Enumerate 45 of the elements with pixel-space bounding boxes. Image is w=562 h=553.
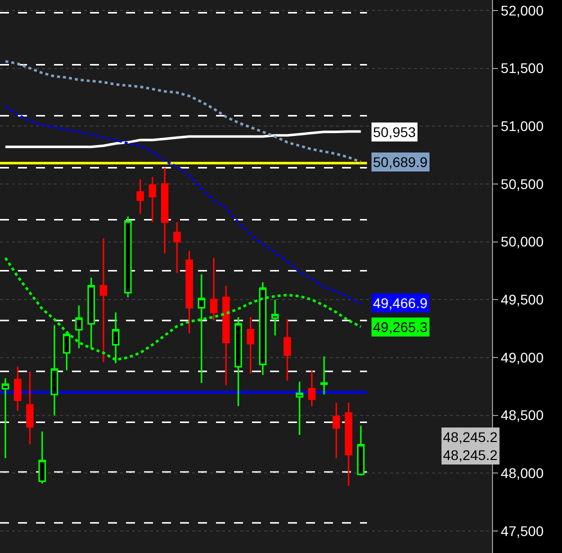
data-label: 50,689.9 xyxy=(373,154,428,170)
candlestick xyxy=(173,221,181,274)
text: 48,245.2 xyxy=(443,447,498,463)
candlestick xyxy=(271,298,279,336)
candlestick xyxy=(246,316,254,374)
candlestick xyxy=(14,366,22,412)
candlestick xyxy=(357,424,365,476)
candlestick xyxy=(2,378,10,459)
y-tick-label: 47,500 xyxy=(500,522,544,539)
candlestick xyxy=(136,178,144,215)
y-tick-label: 49,500 xyxy=(500,292,544,308)
y-tick-label: 52,000 xyxy=(500,2,544,18)
candlestick xyxy=(186,250,193,334)
candlestick xyxy=(160,167,168,254)
y-tick-label: 50,000 xyxy=(500,234,544,250)
text: 48,245.2 xyxy=(443,429,498,445)
candlestick xyxy=(344,402,352,487)
y-tick-label: 49,000 xyxy=(500,349,544,366)
candlestick xyxy=(332,402,340,459)
candlestick xyxy=(234,316,242,407)
y-tick-label: 48,000 xyxy=(500,465,544,482)
candlestick xyxy=(87,276,95,349)
y-tick-label: 51,000 xyxy=(500,118,544,134)
candlestick xyxy=(50,324,58,416)
candlestick xyxy=(320,356,328,396)
y-tick-label: 48,500 xyxy=(500,407,544,424)
candlestick xyxy=(210,257,218,322)
candlestick xyxy=(38,430,46,484)
candlestick xyxy=(296,381,304,436)
data-label: 50,953 xyxy=(373,124,416,140)
y-tick-label: 51,500 xyxy=(500,60,544,76)
data-label: 49,466.9 xyxy=(373,295,428,311)
candlestick xyxy=(124,216,132,298)
line-series xyxy=(4,60,362,164)
line-series xyxy=(4,105,362,305)
candlestick xyxy=(308,369,316,407)
data-label: 49,265.3 xyxy=(373,319,428,335)
candlestick xyxy=(100,238,108,363)
candlestick xyxy=(222,285,230,386)
y-tick-label: 50,500 xyxy=(500,176,544,192)
candlestick xyxy=(284,318,292,382)
candlestick xyxy=(26,370,34,445)
candlestick xyxy=(148,176,156,223)
line-series xyxy=(4,130,362,148)
candlestick xyxy=(75,304,83,349)
